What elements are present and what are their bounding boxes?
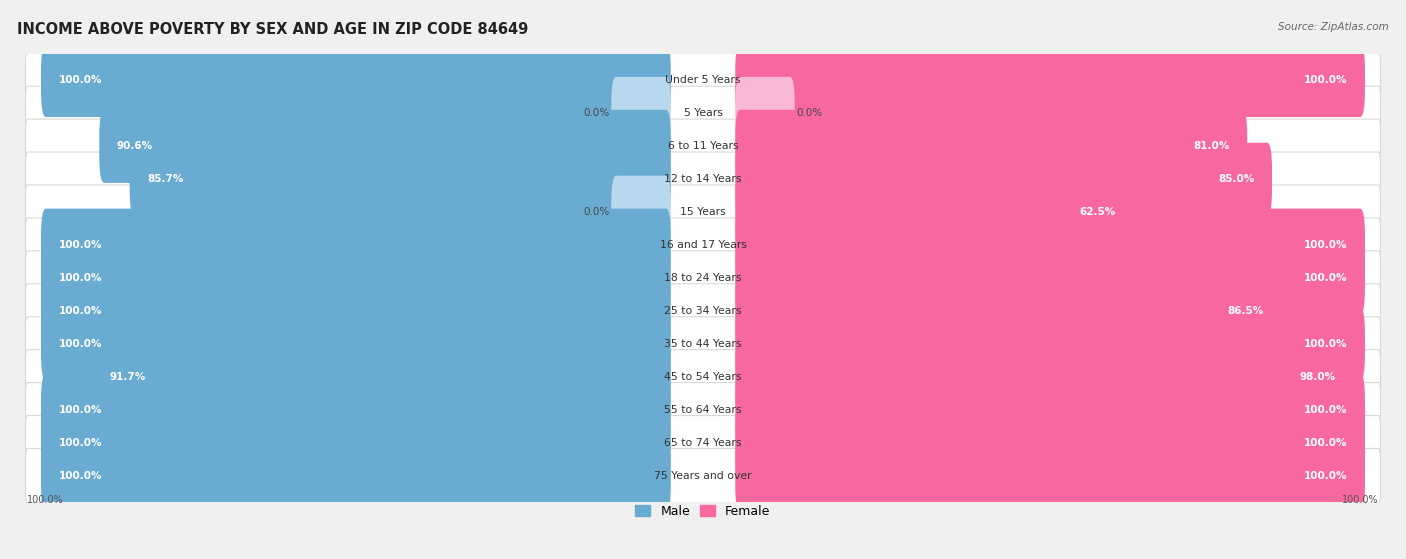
FancyBboxPatch shape bbox=[612, 176, 671, 249]
Text: 100.0%: 100.0% bbox=[1305, 438, 1347, 448]
FancyBboxPatch shape bbox=[735, 340, 1353, 414]
Text: 65 to 74 Years: 65 to 74 Years bbox=[664, 438, 742, 448]
Text: 90.6%: 90.6% bbox=[117, 141, 153, 151]
FancyBboxPatch shape bbox=[41, 44, 671, 117]
Text: 100.0%: 100.0% bbox=[59, 438, 101, 448]
Text: 100.0%: 100.0% bbox=[1305, 471, 1347, 481]
Text: 100.0%: 100.0% bbox=[59, 339, 101, 349]
FancyBboxPatch shape bbox=[25, 119, 1381, 174]
FancyBboxPatch shape bbox=[25, 86, 1381, 141]
FancyBboxPatch shape bbox=[100, 110, 671, 183]
Text: 6 to 11 Years: 6 to 11 Years bbox=[668, 141, 738, 151]
FancyBboxPatch shape bbox=[25, 284, 1381, 338]
Text: 100.0%: 100.0% bbox=[59, 306, 101, 316]
Text: 85.7%: 85.7% bbox=[148, 174, 183, 184]
Text: 100.0%: 100.0% bbox=[27, 495, 65, 505]
FancyBboxPatch shape bbox=[735, 209, 1365, 282]
FancyBboxPatch shape bbox=[93, 340, 671, 414]
FancyBboxPatch shape bbox=[25, 415, 1381, 470]
Text: INCOME ABOVE POVERTY BY SEX AND AGE IN ZIP CODE 84649: INCOME ABOVE POVERTY BY SEX AND AGE IN Z… bbox=[17, 22, 529, 37]
Text: 85.0%: 85.0% bbox=[1219, 174, 1254, 184]
Text: 35 to 44 Years: 35 to 44 Years bbox=[664, 339, 742, 349]
Text: 100.0%: 100.0% bbox=[1341, 495, 1379, 505]
Text: 100.0%: 100.0% bbox=[1305, 339, 1347, 349]
FancyBboxPatch shape bbox=[129, 143, 671, 216]
FancyBboxPatch shape bbox=[41, 274, 671, 348]
Text: 100.0%: 100.0% bbox=[1305, 273, 1347, 283]
FancyBboxPatch shape bbox=[735, 241, 1365, 315]
FancyBboxPatch shape bbox=[735, 439, 1365, 512]
FancyBboxPatch shape bbox=[612, 77, 671, 150]
Text: 100.0%: 100.0% bbox=[59, 471, 101, 481]
Text: 0.0%: 0.0% bbox=[796, 108, 823, 119]
Text: 100.0%: 100.0% bbox=[1305, 75, 1347, 86]
FancyBboxPatch shape bbox=[735, 110, 1247, 183]
FancyBboxPatch shape bbox=[41, 406, 671, 479]
Text: 62.5%: 62.5% bbox=[1078, 207, 1115, 217]
FancyBboxPatch shape bbox=[41, 307, 671, 381]
Text: 15 Years: 15 Years bbox=[681, 207, 725, 217]
Text: Under 5 Years: Under 5 Years bbox=[665, 75, 741, 86]
FancyBboxPatch shape bbox=[25, 382, 1381, 437]
Text: 100.0%: 100.0% bbox=[59, 75, 101, 86]
Text: 45 to 54 Years: 45 to 54 Years bbox=[664, 372, 742, 382]
Text: 86.5%: 86.5% bbox=[1227, 306, 1264, 316]
FancyBboxPatch shape bbox=[25, 218, 1381, 272]
Text: 81.0%: 81.0% bbox=[1194, 141, 1230, 151]
Text: 55 to 64 Years: 55 to 64 Years bbox=[664, 405, 742, 415]
FancyBboxPatch shape bbox=[735, 44, 1365, 117]
FancyBboxPatch shape bbox=[41, 241, 671, 315]
FancyBboxPatch shape bbox=[25, 251, 1381, 305]
FancyBboxPatch shape bbox=[41, 439, 671, 512]
Text: 0.0%: 0.0% bbox=[583, 207, 610, 217]
FancyBboxPatch shape bbox=[735, 143, 1272, 216]
Text: 5 Years: 5 Years bbox=[683, 108, 723, 119]
FancyBboxPatch shape bbox=[735, 406, 1365, 479]
FancyBboxPatch shape bbox=[41, 209, 671, 282]
Text: 100.0%: 100.0% bbox=[59, 273, 101, 283]
Text: 98.0%: 98.0% bbox=[1299, 372, 1336, 382]
FancyBboxPatch shape bbox=[25, 317, 1381, 371]
Text: 12 to 14 Years: 12 to 14 Years bbox=[664, 174, 742, 184]
FancyBboxPatch shape bbox=[735, 274, 1281, 348]
Text: 91.7%: 91.7% bbox=[110, 372, 146, 382]
Text: 0.0%: 0.0% bbox=[583, 108, 610, 119]
FancyBboxPatch shape bbox=[25, 448, 1381, 503]
Text: 16 and 17 Years: 16 and 17 Years bbox=[659, 240, 747, 250]
Text: 100.0%: 100.0% bbox=[1305, 405, 1347, 415]
FancyBboxPatch shape bbox=[25, 152, 1381, 206]
Legend: Male, Female: Male, Female bbox=[630, 500, 776, 523]
Text: 75 Years and over: 75 Years and over bbox=[654, 471, 752, 481]
Text: 100.0%: 100.0% bbox=[59, 405, 101, 415]
FancyBboxPatch shape bbox=[25, 350, 1381, 404]
FancyBboxPatch shape bbox=[25, 53, 1381, 108]
FancyBboxPatch shape bbox=[735, 307, 1365, 381]
Text: 100.0%: 100.0% bbox=[59, 240, 101, 250]
FancyBboxPatch shape bbox=[735, 77, 794, 150]
Text: 18 to 24 Years: 18 to 24 Years bbox=[664, 273, 742, 283]
FancyBboxPatch shape bbox=[41, 373, 671, 447]
Text: 100.0%: 100.0% bbox=[1305, 240, 1347, 250]
FancyBboxPatch shape bbox=[735, 373, 1365, 447]
FancyBboxPatch shape bbox=[25, 185, 1381, 239]
Text: Source: ZipAtlas.com: Source: ZipAtlas.com bbox=[1278, 22, 1389, 32]
FancyBboxPatch shape bbox=[735, 176, 1133, 249]
Text: 25 to 34 Years: 25 to 34 Years bbox=[664, 306, 742, 316]
